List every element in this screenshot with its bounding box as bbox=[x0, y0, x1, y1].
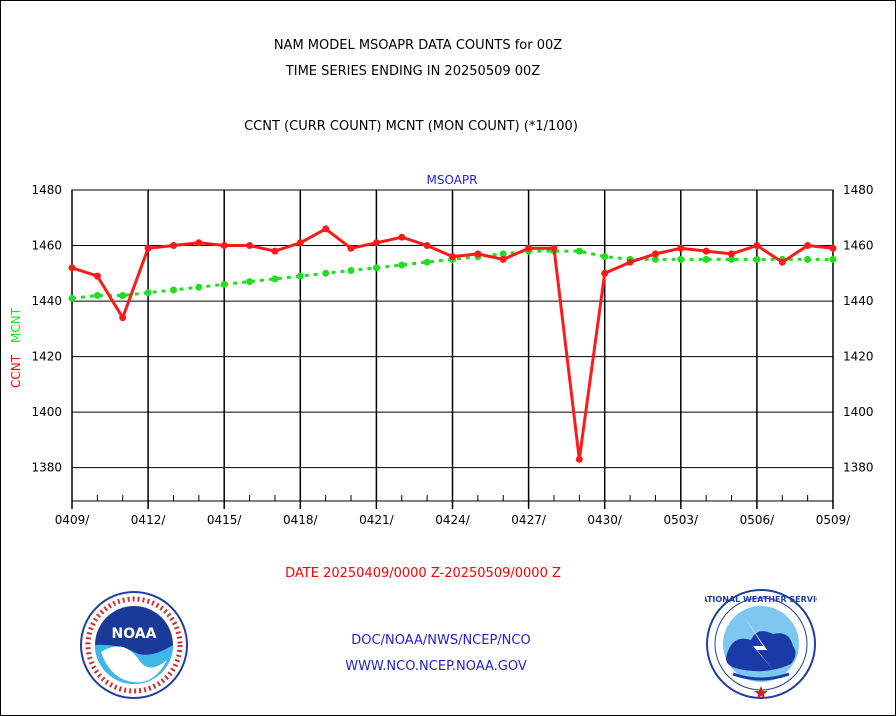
noaa-logo-text: NOAA bbox=[112, 626, 157, 642]
x-tick-label: 0418/ bbox=[283, 513, 319, 527]
data-point-ccnt bbox=[170, 242, 177, 249]
y-tick-label-left: 1400 bbox=[31, 405, 62, 419]
data-point-ccnt bbox=[372, 239, 380, 247]
data-point-mcnt bbox=[246, 278, 254, 286]
data-point-ccnt bbox=[677, 244, 685, 252]
data-point-ccnt bbox=[550, 244, 558, 252]
y-tick-label-left: 1420 bbox=[31, 350, 62, 364]
data-point-mcnt bbox=[170, 286, 177, 294]
data-point-ccnt bbox=[398, 233, 406, 241]
data-point-ccnt bbox=[220, 242, 228, 249]
x-tick-label: 0424/ bbox=[435, 513, 471, 527]
tick-layer: 1380 1380 1400 1400 1420 1420 1440 1440 1460 1460… bbox=[31, 183, 873, 527]
data-point-mcnt bbox=[93, 292, 101, 299]
data-point-ccnt bbox=[93, 272, 101, 280]
data-point-mcnt bbox=[271, 275, 279, 283]
org-label: DOC/NOAA/NWS/NCEP/NCO bbox=[351, 633, 531, 648]
data-point-ccnt bbox=[347, 244, 355, 252]
header-subtitle: TIME SERIES ENDING IN 20250509 00Z bbox=[285, 64, 541, 79]
data-point-mcnt bbox=[195, 283, 203, 291]
series-layer bbox=[68, 225, 837, 463]
grid-layer bbox=[71, 189, 834, 509]
data-point-ccnt bbox=[195, 239, 203, 247]
y-tick-label-right: 1480 bbox=[843, 183, 874, 197]
x-tick-label: 0509/ bbox=[816, 513, 852, 527]
website-link[interactable]: WWW.NCO.NCEP.NOAA.GOV bbox=[345, 659, 527, 674]
data-point-ccnt bbox=[322, 225, 330, 233]
noaa-logo: NOAA bbox=[80, 591, 188, 699]
data-point-ccnt bbox=[296, 239, 304, 247]
header-title: NAM MODEL MSOAPR DATA COUNTS for 00Z bbox=[273, 38, 563, 53]
data-point-ccnt bbox=[651, 250, 659, 258]
data-point-ccnt bbox=[829, 244, 837, 252]
data-point-mcnt bbox=[601, 253, 609, 261]
data-point-ccnt bbox=[474, 250, 482, 258]
plot-frame bbox=[71, 189, 834, 502]
data-point-mcnt bbox=[651, 255, 659, 263]
data-point-mcnt bbox=[677, 255, 685, 263]
y-tick-label-right: 1420 bbox=[843, 350, 874, 364]
data-point-mcnt bbox=[829, 255, 837, 263]
y-axis-label-ccnt: CCNT bbox=[9, 354, 23, 388]
data-point-mcnt bbox=[575, 247, 583, 255]
data-point-mcnt bbox=[372, 264, 380, 272]
date-range-label: DATE 20250409/0000 Z-20250509/0000 Z bbox=[285, 566, 561, 581]
data-point-ccnt bbox=[271, 247, 279, 255]
data-point-ccnt bbox=[423, 242, 431, 249]
data-point-ccnt bbox=[626, 258, 634, 266]
data-point-ccnt bbox=[753, 242, 761, 249]
data-point-ccnt bbox=[728, 250, 735, 258]
chart: 1380 1380 1400 1400 1420 1420 1440 1440 1460 1460… bbox=[9, 173, 874, 527]
data-point-ccnt bbox=[575, 455, 583, 463]
y-tick-label-right: 1460 bbox=[843, 239, 874, 253]
nws-logo-text: NATIONAL WEATHER SERVICE bbox=[705, 595, 817, 604]
data-point-mcnt bbox=[499, 250, 507, 258]
data-point-mcnt bbox=[347, 267, 355, 274]
data-point-ccnt bbox=[119, 314, 127, 322]
data-point-ccnt bbox=[778, 258, 786, 266]
y-tick-label-left: 1440 bbox=[31, 294, 62, 308]
data-point-ccnt bbox=[525, 244, 533, 252]
data-point-mcnt bbox=[322, 269, 330, 277]
y-tick-label-left: 1460 bbox=[31, 239, 62, 253]
x-tick-label: 0430/ bbox=[587, 513, 623, 527]
y-tick-label-right: 1380 bbox=[843, 461, 874, 475]
x-tick-label: 0409/ bbox=[55, 513, 91, 527]
x-tick-label: 0415/ bbox=[207, 513, 243, 527]
data-point-ccnt bbox=[144, 244, 152, 252]
data-point-ccnt bbox=[702, 247, 710, 255]
y-tick-label-right: 1440 bbox=[843, 294, 874, 308]
data-point-ccnt bbox=[499, 255, 507, 263]
data-point-mcnt bbox=[753, 255, 761, 263]
y-axis-label-mcnt: MCNT bbox=[9, 307, 23, 343]
data-point-mcnt bbox=[423, 258, 431, 266]
x-tick-label: 0506/ bbox=[740, 513, 776, 527]
data-point-ccnt bbox=[68, 264, 76, 272]
data-point-mcnt bbox=[68, 294, 76, 302]
data-point-mcnt bbox=[296, 272, 304, 280]
data-point-mcnt bbox=[119, 292, 127, 299]
data-point-ccnt bbox=[601, 269, 609, 277]
data-point-ccnt bbox=[449, 253, 456, 261]
data-point-mcnt bbox=[728, 255, 735, 263]
x-tick-label: 0427/ bbox=[511, 513, 547, 527]
y-tick-label-left: 1480 bbox=[31, 183, 62, 197]
data-point-ccnt bbox=[804, 242, 812, 249]
x-tick-label: 0412/ bbox=[131, 513, 167, 527]
data-point-mcnt bbox=[220, 280, 228, 288]
y-tick-label-left: 1380 bbox=[31, 461, 62, 475]
data-point-mcnt bbox=[702, 255, 710, 263]
chart-title: MSOAPR bbox=[427, 173, 478, 187]
x-tick-label: 0421/ bbox=[359, 513, 395, 527]
data-point-mcnt bbox=[144, 289, 152, 297]
header-series-description: CCNT (CURR COUNT) MCNT (MON COUNT) (*1/1… bbox=[244, 119, 578, 134]
nws-logo: NATIONAL WEATHER SERVICE bbox=[705, 589, 817, 699]
data-point-mcnt bbox=[398, 261, 406, 269]
data-point-mcnt bbox=[804, 255, 812, 263]
y-tick-label-right: 1400 bbox=[843, 405, 874, 419]
data-point-ccnt bbox=[246, 242, 254, 249]
x-tick-label: 0503/ bbox=[664, 513, 700, 527]
